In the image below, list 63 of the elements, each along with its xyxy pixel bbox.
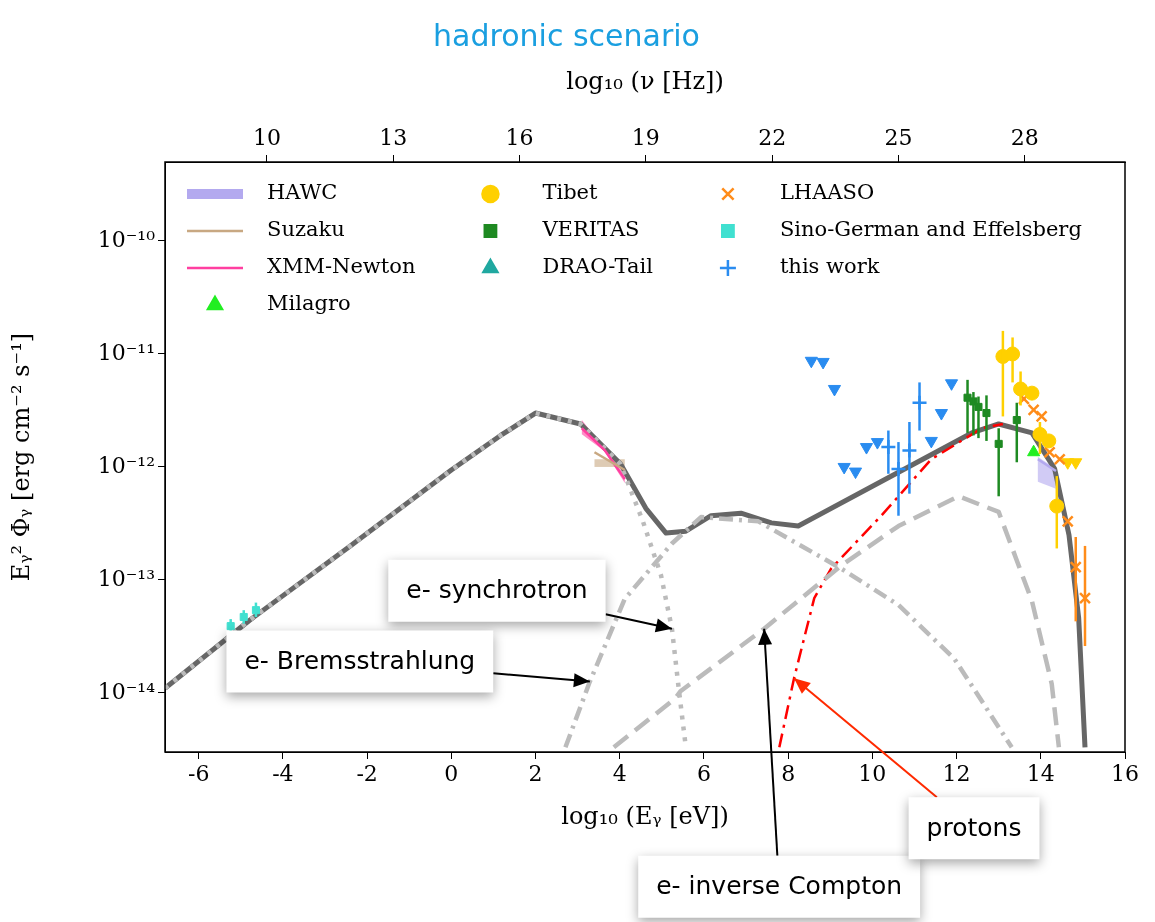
x-tick-label: 8: [781, 760, 796, 786]
x2-tick-label: 10: [252, 124, 281, 150]
y-tick-label: 10⁻¹¹: [97, 339, 155, 365]
y-tick-label: 10⁻¹⁰: [97, 226, 156, 252]
legend-label: LHAASO: [779, 180, 875, 205]
legend-label: Tibet: [542, 180, 599, 205]
y-tick-label: 10⁻¹⁴: [97, 678, 156, 704]
x-tick-label: -4: [272, 760, 294, 786]
point: [848, 467, 863, 480]
legend-label: Suzaku: [267, 217, 345, 242]
point: [934, 409, 948, 421]
x-tick-label: 16: [1111, 760, 1139, 786]
x-tick-label: 4: [612, 760, 627, 786]
x-tick-label: -6: [187, 760, 210, 786]
x-tick-label: 12: [942, 760, 971, 786]
point: [816, 357, 830, 370]
point: [1069, 458, 1083, 470]
x-tick-label: 6: [696, 760, 711, 786]
x2-tick-label: 25: [884, 124, 913, 150]
point: [1069, 560, 1082, 574]
x-tick-label: 0: [444, 760, 459, 786]
legend-label: DRAO-Tail: [542, 254, 654, 279]
point: [944, 379, 959, 391]
chart-title: hadronic scenario: [433, 17, 700, 53]
line-series: [778, 422, 1005, 749]
x2-axis-title: log₁₀ (ν [Hz]): [566, 66, 724, 95]
x2-tick-label: 28: [1010, 124, 1039, 150]
annotation: e- Bremsstrahlung: [244, 646, 476, 676]
point: [804, 356, 818, 369]
point: [1027, 403, 1040, 417]
x-tick-label: 10: [858, 760, 887, 786]
annotation: e- synchrotron: [406, 575, 588, 605]
point: [1043, 446, 1056, 459]
legend-label: this work: [779, 254, 880, 279]
legend-label: XMM-Newton: [267, 254, 416, 279]
x2-tick-label: 16: [505, 124, 534, 150]
point: [827, 384, 842, 397]
point: [1035, 410, 1048, 423]
point: [924, 436, 938, 449]
point: [1078, 591, 1092, 605]
point: [859, 443, 874, 455]
annotation: protons: [926, 812, 1022, 842]
x-tick-label: 2: [528, 760, 543, 786]
point: [1041, 433, 1057, 449]
point: [870, 438, 884, 450]
point: [1024, 385, 1040, 401]
x2-tick-label: 13: [379, 124, 408, 150]
x2-tick-label: 19: [631, 124, 660, 150]
legend-label: HAWC: [267, 180, 338, 205]
point: [1053, 453, 1066, 466]
annotation: e- inverse Compton: [656, 871, 903, 901]
x-tick-label: -2: [356, 760, 378, 786]
point: [1061, 515, 1074, 528]
y-tick-label: 10⁻¹²: [97, 452, 155, 478]
x2-tick-label: 22: [758, 124, 787, 150]
y-axis-title: Eᵧ² Φᵧ [erg cm⁻² s⁻¹]: [6, 332, 35, 582]
legend-label: VERITAS: [541, 217, 640, 242]
point: [837, 462, 851, 475]
legend-label: Sino-German and Effelsberg: [779, 217, 1082, 242]
legend-label: Milagro: [267, 291, 351, 316]
x-tick-label: 14: [1026, 760, 1055, 786]
y-tick-label: 10⁻¹³: [97, 565, 155, 591]
x-axis-title: log₁₀ (Eᵧ [eV]): [561, 801, 729, 830]
